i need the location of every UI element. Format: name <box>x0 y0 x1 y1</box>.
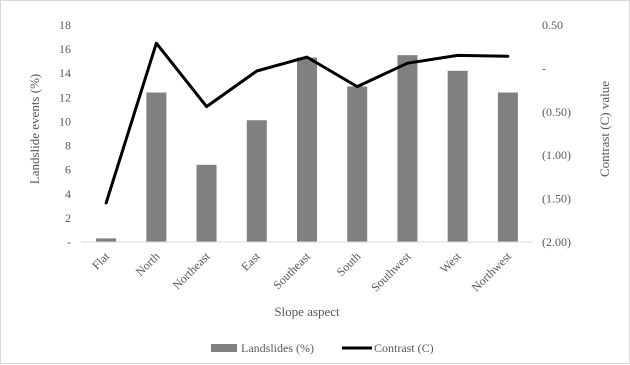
contrast-point-east <box>255 70 258 72</box>
x-tick-label-northeast: Northeast <box>170 249 213 292</box>
x-tick-label-flat: Flat <box>89 249 113 273</box>
y-left-tick-label: 8 <box>65 139 71 153</box>
y-left-tick-label: 14 <box>59 66 71 80</box>
bar-northeast <box>196 164 217 242</box>
y-axis-right-title: Contrast (C) value <box>597 81 612 177</box>
y-axis-left-title: Landslide events (%) <box>27 74 42 184</box>
bar-series <box>96 55 518 243</box>
y-right-tick-label: - <box>542 61 546 75</box>
y-right-tick-label: (0.50) <box>542 105 571 119</box>
legend-landslides-swatch <box>211 344 237 352</box>
bar-north <box>146 92 167 242</box>
y-left-tick-label: 6 <box>65 163 71 177</box>
bar-southeast <box>297 57 317 242</box>
legend: Landslides (%) Contrast (C) <box>211 341 434 355</box>
contrast-point-south <box>356 85 359 88</box>
y-left-tick-label: 16 <box>59 42 71 56</box>
x-tick-label-northwest: Northwest <box>469 249 515 295</box>
y-left-tick-label: 12 <box>59 90 71 104</box>
bar-southwest <box>397 55 418 243</box>
y-left-tick-label: - <box>67 235 71 249</box>
y-right-tick-label: (1.50) <box>542 192 571 206</box>
x-tick-label-south: South <box>334 249 364 279</box>
contrast-point-north <box>155 42 158 45</box>
y-left-tick-label: 18 <box>59 18 71 32</box>
y-left-tick-label: 4 <box>65 187 71 201</box>
legend-contrast-label: Contrast (C) <box>374 341 434 355</box>
line-series-layer <box>104 41 510 205</box>
x-tick-label-southeast: Southeast <box>270 249 313 292</box>
bar-flat <box>96 238 117 242</box>
bar-east <box>246 120 267 242</box>
x-tick-label-north: North <box>133 249 163 279</box>
x-tick-label-southwest: Southwest <box>368 249 414 295</box>
y-left-tick-label: 10 <box>59 114 71 128</box>
contrast-point-southeast <box>306 56 308 58</box>
x-axis-title: Slope aspect <box>274 304 340 319</box>
contrast-point-northwest <box>507 55 509 58</box>
x-tick-label-west: West <box>437 249 464 276</box>
bar-west <box>447 70 468 242</box>
y-right-tick-label: 0.50 <box>542 18 563 32</box>
y-right-tick-label: (1.00) <box>542 148 571 162</box>
contrast-point-northeast <box>205 105 208 108</box>
legend-landslides-label: Landslides (%) <box>241 341 314 355</box>
x-tick-label-east: East <box>238 249 263 274</box>
bar-south <box>347 86 368 242</box>
y-left-tick-label: 2 <box>65 211 71 225</box>
contrast-point-southwest <box>406 62 409 64</box>
contrast-point-flat <box>105 202 107 204</box>
y-right-tick-label: (2.00) <box>542 235 571 249</box>
contrast-point-west <box>456 54 459 57</box>
bar-northwest <box>497 92 518 242</box>
